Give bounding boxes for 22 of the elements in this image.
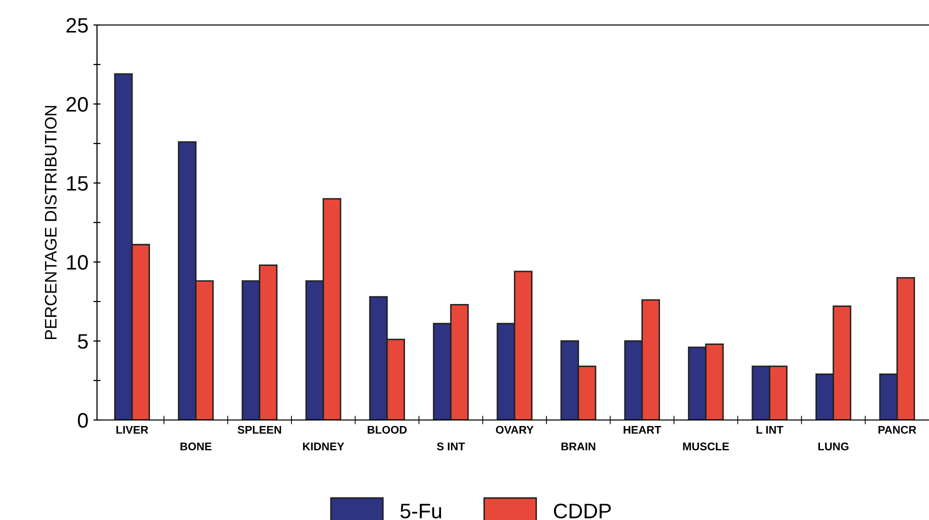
x-tick-label: KIDNEY [303, 442, 344, 450]
y-tick-label: 15 [67, 176, 88, 191]
legend-label: CDDP [554, 504, 611, 518]
y-tick-label: 25 [66, 18, 88, 33]
x-tick-label: BONE [180, 442, 212, 450]
x-tick-label: OVARY [496, 426, 534, 434]
x-tick-label: LUNG [818, 442, 848, 450]
x-tick-label: HEART [624, 426, 662, 434]
x-tick-label: BRAIN [562, 442, 596, 450]
y-tick-label: 10 [67, 255, 88, 270]
x-tick-label: MUSCLE [683, 442, 729, 450]
x-tick-label: BLOOD [368, 426, 407, 434]
x-tick-label: S INT [436, 442, 465, 450]
y-tick-label: 20 [66, 97, 88, 112]
y-axis-title: PERCENTAGE DISTRIBUTION [44, 106, 57, 340]
x-tick-label: SPLEEN [238, 426, 282, 434]
y-tick-label: 0 [78, 413, 88, 428]
x-tick-label: PANCR [878, 426, 916, 434]
x-tick-label: LIVER [116, 426, 148, 434]
legend-label: 5-Fu [400, 504, 442, 518]
y-tick-label: 5 [78, 334, 88, 349]
x-tick-label: L INT [756, 426, 784, 434]
